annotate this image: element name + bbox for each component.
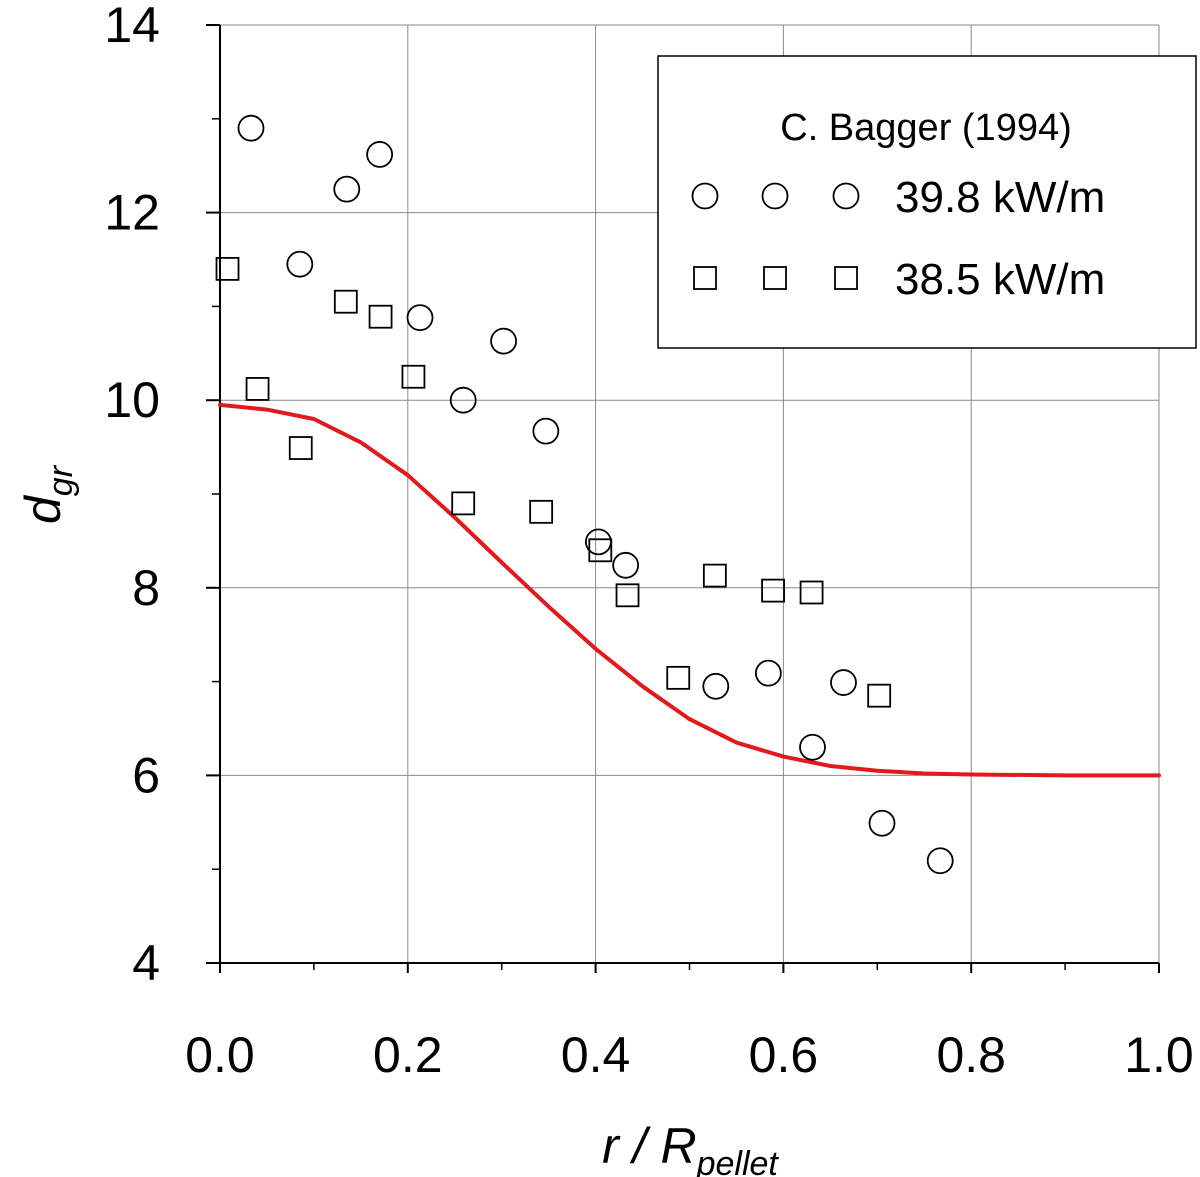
y-tick-label: 6 bbox=[132, 747, 160, 803]
legend-box bbox=[657, 55, 1197, 349]
x-tick-label: 0.4 bbox=[561, 1027, 631, 1083]
legend-entry-label: 38.5 kW/m bbox=[895, 255, 1105, 304]
circle-point bbox=[237, 114, 265, 142]
circle-point bbox=[286, 250, 314, 278]
circle-point bbox=[799, 733, 826, 761]
x-tick-label: 0.8 bbox=[936, 1027, 1006, 1083]
legend-title: C. Bagger (1994) bbox=[780, 107, 1072, 149]
square-point bbox=[215, 256, 240, 281]
y-tick-label: 4 bbox=[132, 935, 160, 991]
fit-curve-layer bbox=[218, 402, 1161, 778]
axes bbox=[206, 24, 1160, 973]
legend-circle-marker bbox=[761, 182, 789, 210]
legend-square-marker bbox=[693, 266, 717, 290]
legend-square-marker bbox=[763, 266, 787, 290]
square-point bbox=[529, 499, 554, 524]
legend-square-marker bbox=[834, 266, 858, 290]
square-point bbox=[401, 364, 426, 389]
circle-point bbox=[868, 809, 896, 837]
x-axis-title-main: r / R bbox=[602, 1118, 696, 1174]
y-tick-label: 14 bbox=[104, 0, 160, 53]
y-tick-label: 10 bbox=[104, 372, 160, 428]
circle-point bbox=[406, 304, 434, 332]
square-point bbox=[333, 289, 358, 314]
circle-point bbox=[366, 141, 394, 168]
x-tick-label: 0.6 bbox=[749, 1027, 819, 1083]
circle-point bbox=[333, 175, 361, 203]
legend-entry-label: 39.8 kW/m bbox=[895, 173, 1105, 222]
circle-point bbox=[754, 659, 782, 687]
square-point bbox=[451, 491, 476, 516]
y-tick-label: 8 bbox=[132, 560, 160, 616]
y-tick-label: 12 bbox=[104, 185, 160, 241]
x-axis-title: r / Rpellet bbox=[602, 1118, 779, 1177]
circle-point bbox=[449, 386, 477, 414]
legend-entries: 39.8 kW/m 38.5 kW/m bbox=[691, 173, 1105, 304]
x-tick-label: 0.0 bbox=[185, 1027, 255, 1083]
square-point bbox=[588, 538, 613, 563]
y-axis-title-main: d bbox=[15, 494, 71, 524]
circle-point bbox=[532, 417, 560, 445]
circle-point bbox=[490, 327, 517, 355]
legend-circle-marker bbox=[691, 182, 719, 210]
square-point bbox=[245, 377, 270, 401]
square-point bbox=[368, 304, 393, 329]
x-axis-title-sub: pellet bbox=[696, 1145, 780, 1177]
square-point bbox=[288, 436, 313, 460]
circle-point bbox=[702, 672, 730, 700]
y-axis-title-sub: gr bbox=[42, 464, 80, 496]
x-tick-label: 1.0 bbox=[1124, 1027, 1194, 1083]
square-point bbox=[702, 563, 727, 588]
square-point bbox=[799, 580, 824, 605]
tick-labels: 0.0 0.2 0.4 0.6 0.8 1.0 4 6 8 10 12 14 bbox=[104, 0, 1193, 1083]
legend-circle-marker bbox=[832, 182, 860, 210]
square-point bbox=[761, 578, 785, 603]
circle-point bbox=[830, 669, 857, 696]
fit-curve bbox=[218, 402, 1161, 778]
legend: C. Bagger (1994) 39.8 kW/m 38.5 kW/m bbox=[657, 55, 1197, 349]
circle-point bbox=[612, 551, 640, 579]
circle-point bbox=[926, 847, 954, 875]
square-point bbox=[867, 683, 892, 708]
square-point bbox=[666, 665, 691, 690]
square-point bbox=[615, 583, 640, 608]
x-tick-label: 0.2 bbox=[373, 1027, 443, 1083]
y-axis-title: dgr bbox=[15, 464, 80, 524]
marker-layer bbox=[215, 114, 954, 875]
